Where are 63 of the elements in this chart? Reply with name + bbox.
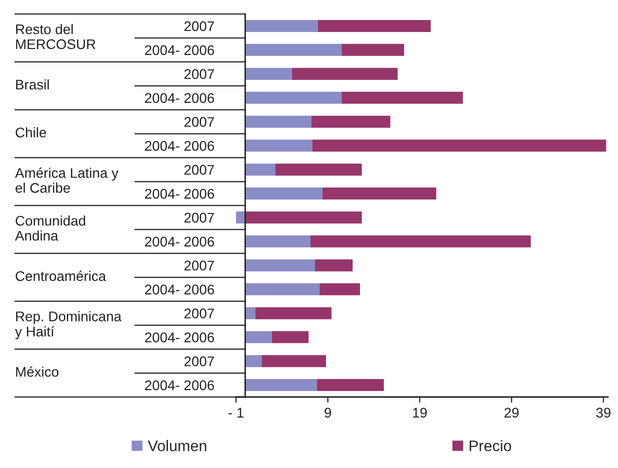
legend-label: Precio (470, 440, 512, 452)
bar (292, 68, 398, 80)
x-tick-label: 19 (413, 408, 427, 418)
y-tick-label: 2007 (184, 212, 214, 223)
bar (236, 211, 246, 224)
legend-label: Volumen (148, 440, 206, 452)
x-tick-label: 39 (596, 408, 610, 418)
y-tick-label: 2004- 2006 (145, 380, 214, 390)
bar (275, 164, 362, 176)
bar (272, 331, 309, 344)
bar (314, 259, 353, 272)
bar (318, 20, 431, 32)
bar (320, 283, 360, 296)
text: América Latina y el Caribe (15, 168, 118, 193)
bar (245, 140, 312, 152)
text: Comunidad Andina (15, 215, 86, 241)
text: México (16, 366, 58, 377)
y-tick-label: 2004- 2006 (145, 284, 214, 294)
bar (245, 44, 342, 56)
bar (245, 355, 262, 368)
bar (316, 379, 384, 392)
bar (245, 307, 256, 320)
y-tick-label: 2004- 2006 (145, 140, 214, 151)
bar (245, 379, 317, 392)
bar (342, 92, 463, 104)
bar (311, 116, 390, 128)
bar (245, 235, 310, 248)
y-tick-label: 2004- 2006 (145, 93, 214, 103)
bar (342, 44, 404, 56)
bar (245, 283, 320, 296)
bar (245, 20, 318, 32)
bar (322, 188, 436, 200)
y-tick-label: 2004- 2006 (145, 45, 214, 56)
text: Rep. Dominicana y Haití (15, 311, 122, 340)
bar (245, 188, 322, 200)
y-tick-label: 2004- 2006 (145, 188, 214, 199)
y-tick-label: 2007 (184, 260, 214, 271)
y-tick-label: 2007 (184, 69, 214, 80)
x-tick-label: - 1 (228, 408, 244, 418)
y-tick-label: 2007 (184, 356, 214, 366)
bar (310, 235, 531, 248)
x-tick-label: 29 (504, 408, 519, 418)
y-tick-label: 2007 (184, 308, 214, 318)
text: Centroamérica (16, 270, 106, 282)
text: Brasil (16, 79, 49, 90)
y-tick-label: 2004- 2006 (145, 236, 214, 247)
bar (245, 331, 272, 344)
bar (245, 259, 315, 272)
bar (312, 140, 606, 152)
y-tick-label: 2007 (184, 117, 214, 127)
y-tick-label: 2007 (184, 21, 214, 32)
x-tick-label: 9 (324, 408, 332, 418)
y-tick-label: 2007 (184, 164, 214, 175)
y-tick-label: 2004- 2006 (145, 332, 214, 342)
bar (245, 92, 342, 104)
bar (262, 355, 326, 368)
bar (245, 68, 292, 80)
bar (255, 307, 332, 320)
text: Resto del MERCOSUR (16, 24, 96, 50)
bar (245, 211, 362, 224)
bar (245, 116, 312, 128)
bar (245, 164, 276, 176)
text: Chile (16, 127, 46, 138)
